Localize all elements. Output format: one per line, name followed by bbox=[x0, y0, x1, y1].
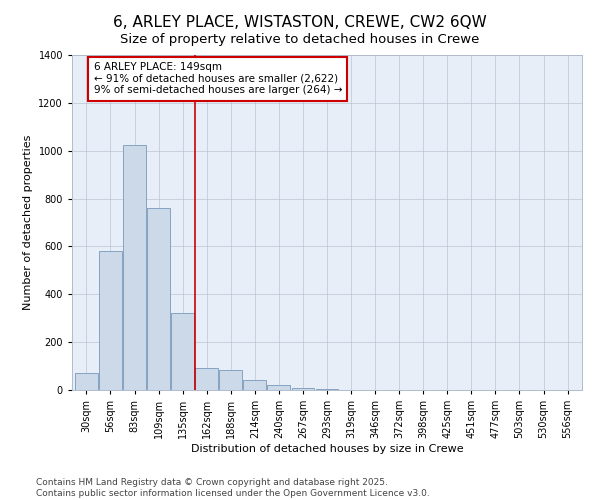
Bar bbox=[171, 314, 194, 390]
Bar bbox=[268, 385, 290, 390]
Bar bbox=[220, 370, 242, 390]
Text: 6, ARLEY PLACE, WISTASTON, CREWE, CW2 6QW: 6, ARLEY PLACE, WISTASTON, CREWE, CW2 6Q… bbox=[113, 15, 487, 30]
Bar bbox=[123, 144, 146, 390]
Text: Size of property relative to detached houses in Crewe: Size of property relative to detached ho… bbox=[121, 32, 479, 46]
Bar bbox=[292, 388, 314, 390]
X-axis label: Distribution of detached houses by size in Crewe: Distribution of detached houses by size … bbox=[191, 444, 463, 454]
Bar bbox=[99, 251, 122, 390]
Bar bbox=[75, 373, 98, 390]
Bar bbox=[195, 368, 218, 390]
Text: 6 ARLEY PLACE: 149sqm
← 91% of detached houses are smaller (2,622)
9% of semi-de: 6 ARLEY PLACE: 149sqm ← 91% of detached … bbox=[94, 62, 342, 96]
Y-axis label: Number of detached properties: Number of detached properties bbox=[23, 135, 33, 310]
Bar bbox=[147, 208, 170, 390]
Bar bbox=[244, 380, 266, 390]
Text: Contains HM Land Registry data © Crown copyright and database right 2025.
Contai: Contains HM Land Registry data © Crown c… bbox=[36, 478, 430, 498]
